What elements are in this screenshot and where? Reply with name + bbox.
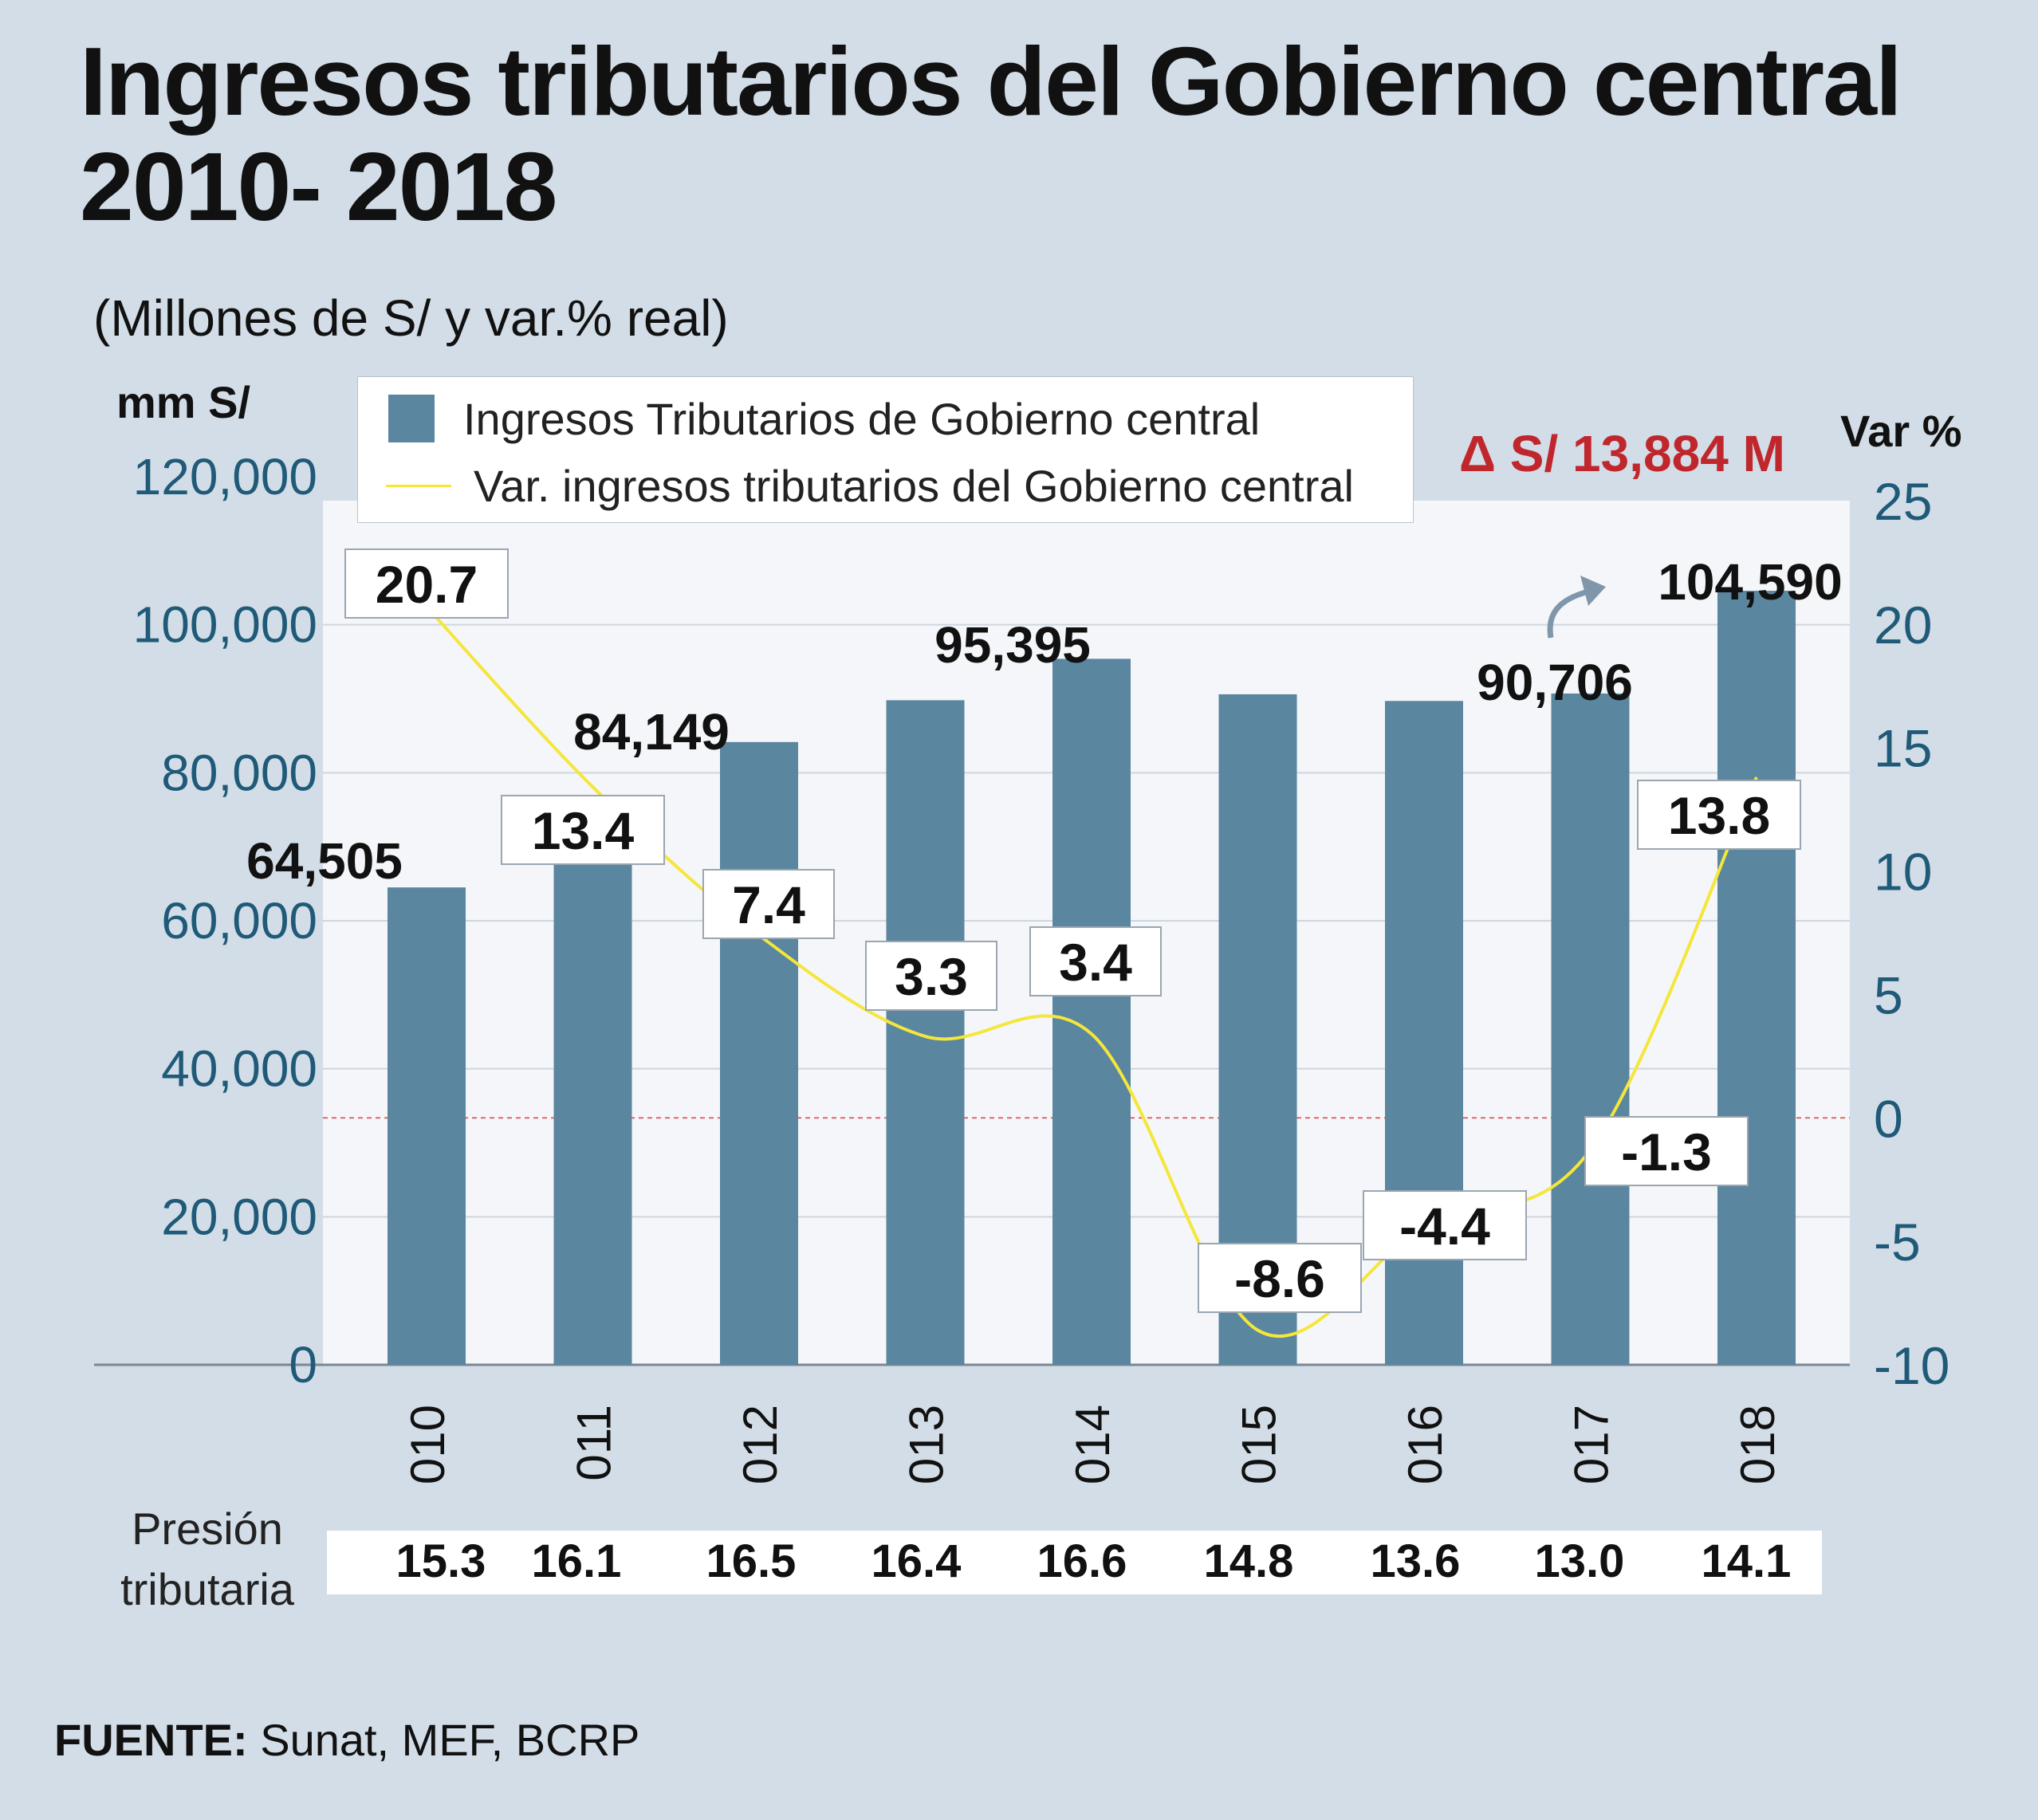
variation-label-box: [1584, 1116, 1749, 1186]
chart-svg: 0 20,000 40,000 60,000 80,000 100,000 120,000 -…: [94, 448, 1949, 1483]
chart-subtitle: (Millones de S/ y var.% real): [93, 289, 729, 347]
left-tick-label: 20,000: [161, 1188, 317, 1245]
presion-value: 13.6: [1370, 1535, 1461, 1587]
legend-item-line: Var. ingresos tributarios del Gobierno c…: [358, 454, 1354, 517]
left-tick-label: 0: [289, 1336, 317, 1393]
x-tick-label: 2014: [1066, 1405, 1119, 1483]
variation-label-box: [1637, 780, 1801, 850]
bar: [1717, 591, 1796, 1365]
x-tick-label: 2010: [401, 1405, 454, 1483]
presion-value: 14.8: [1203, 1535, 1294, 1587]
bar: [1052, 658, 1131, 1365]
variation-label: 7.4: [732, 875, 805, 934]
bar-value-label: 84,149: [573, 703, 730, 761]
trend-arrow-head: [1580, 576, 1606, 606]
left-tick-label: 120,000: [133, 448, 317, 505]
variation-label: 20.7: [376, 555, 478, 614]
legend-label-bars: Ingresos Tributarios de Gobierno central: [463, 393, 1261, 444]
right-tick-label: -10: [1874, 1336, 1949, 1395]
bar: [720, 741, 798, 1365]
legend-item-bars: Ingresos Tributarios de Gobierno central: [358, 387, 1260, 450]
legend-swatch-line: [386, 484, 451, 487]
variation-label-box: [1198, 1243, 1362, 1313]
presion-strip: [327, 1531, 1822, 1594]
x-tick-label: 2018: [1731, 1405, 1784, 1483]
variation-label: -8.6: [1234, 1249, 1325, 1308]
bar: [886, 700, 965, 1365]
bar-value-label: 104,590: [1658, 553, 1842, 611]
left-axis-unit: mm S/: [116, 377, 251, 427]
bar: [1385, 701, 1463, 1365]
x-tick-label: 2017: [1565, 1405, 1619, 1483]
presion-value: 16.5: [706, 1535, 797, 1587]
variation-label-box: [702, 869, 835, 939]
left-tick-label: 40,000: [161, 1040, 317, 1098]
presion-value: 15.3: [395, 1535, 486, 1587]
right-tick-label: 5: [1874, 965, 1903, 1024]
variation-label-box: [865, 941, 997, 1011]
left-tick-label: 80,000: [161, 744, 317, 801]
x-tick-label: 2011: [568, 1405, 621, 1483]
bar: [1551, 693, 1630, 1365]
source-note: FUENTE: Sunat, MEF, BCRP: [54, 1715, 640, 1765]
bar: [553, 841, 632, 1365]
variation-label: 3.3: [895, 947, 968, 1006]
variation-label: 13.8: [1668, 786, 1770, 845]
presion-value: 16.4: [871, 1535, 962, 1587]
bar-value-label: 64,505: [246, 832, 403, 890]
variation-label: 3.4: [1059, 933, 1132, 992]
presion-value: 16.6: [1037, 1535, 1127, 1587]
variation-label: -1.3: [1621, 1122, 1712, 1181]
variation-label-box: [501, 795, 665, 865]
trend-arrow: [1547, 588, 1589, 639]
variation-label: 13.4: [532, 801, 635, 860]
x-tick-label: 2012: [734, 1405, 787, 1483]
variation-label: -4.4: [1399, 1197, 1490, 1256]
bar-value-label: 90,706: [1477, 654, 1633, 711]
right-tick-label: 20: [1874, 596, 1932, 654]
bar: [388, 887, 466, 1365]
left-tick-label: 60,000: [161, 892, 317, 949]
delta-annotation: Δ S/ 13,884 M: [1459, 425, 1785, 482]
presion-value: 13.0: [1534, 1535, 1625, 1587]
legend: Ingresos Tributarios de Gobierno central…: [357, 376, 1414, 523]
right-tick-label: 25: [1874, 472, 1932, 531]
right-tick-label: -5: [1874, 1213, 1921, 1272]
x-tick-label: 2013: [900, 1405, 954, 1483]
right-tick-label: 10: [1874, 843, 1932, 902]
legend-label-line: Var. ingresos tributarios del Gobierno c…: [474, 460, 1354, 511]
x-tick-label: 2016: [1399, 1405, 1452, 1483]
right-axis-unit: Var %: [1840, 406, 1962, 456]
variation-label-box: [1363, 1190, 1527, 1260]
presion-value: 14.1: [1701, 1535, 1792, 1587]
right-tick-label: 0: [1874, 1089, 1903, 1148]
x-tick-label: 2015: [1233, 1405, 1286, 1483]
bar-value-label: 95,395: [934, 616, 1091, 674]
variation-label-box: [344, 548, 509, 619]
presion-value: 16.1: [531, 1535, 622, 1587]
variation-label-box: [1029, 926, 1162, 996]
chart-title: Ingresos tributarios del Gobierno centra…: [80, 27, 1902, 241]
right-tick-label: 15: [1874, 719, 1932, 778]
presion-label: Presión tributaria: [120, 1504, 294, 1614]
legend-swatch-bars: [388, 395, 435, 442]
left-tick-label: 100,000: [133, 596, 317, 654]
